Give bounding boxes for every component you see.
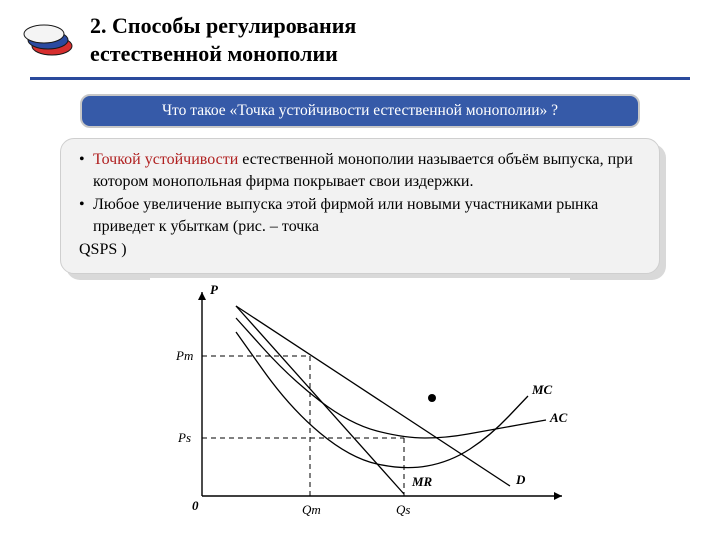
logo (20, 16, 76, 56)
title-line-2: естественной монополии (90, 41, 338, 66)
svg-text:P: P (210, 282, 219, 297)
page-title: 2. Способы регулирования естественной мо… (90, 12, 356, 67)
content-inner: Точкой устойчивости естественной монопол… (60, 138, 660, 274)
svg-text:AC: AC (549, 410, 568, 425)
svg-text:Qm: Qm (302, 502, 321, 517)
header-rule (30, 77, 690, 80)
title-line-1: 2. Способы регулирования (90, 13, 356, 38)
bullet-2: Любое увеличение выпуска этой фирмой или… (79, 194, 641, 237)
qsps-line: QSPS ) (79, 239, 641, 261)
bullet-1: Точкой устойчивости естественной монопол… (79, 149, 641, 192)
svg-text:Qs: Qs (396, 502, 410, 517)
svg-text:Ps: Ps (177, 430, 191, 445)
monopoly-chart: P Pm Ps 0 Qm Qs MC AC MR D (150, 278, 570, 522)
svg-text:Pm: Pm (175, 348, 193, 363)
svg-text:MC: MC (531, 382, 553, 397)
content-box: Точкой устойчивости естественной монопол… (60, 138, 660, 274)
question-bar: Что такое «Точка устойчивости естественн… (80, 94, 640, 128)
bullet-2-text: Любое увеличение выпуска этой фирмой или… (93, 196, 598, 235)
svg-text:D: D (515, 472, 526, 487)
svg-text:MR: MR (411, 474, 433, 489)
svg-text:0: 0 (192, 498, 199, 513)
question-text: Что такое «Точка устойчивости естественн… (162, 102, 558, 119)
header: 2. Способы регулирования естественной мо… (0, 0, 720, 73)
term-highlight: Точкой устойчивости (93, 151, 238, 168)
